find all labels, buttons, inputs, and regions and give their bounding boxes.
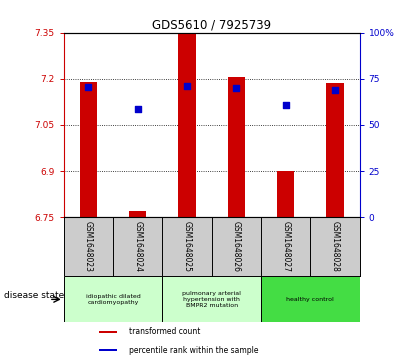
Text: percentile rank within the sample: percentile rank within the sample: [129, 346, 258, 355]
Bar: [80, 82, 97, 217]
Text: GSM1648023: GSM1648023: [84, 221, 93, 272]
Text: GSM1648027: GSM1648027: [281, 221, 290, 272]
Text: pulmonary arterial
hypertension with
BMPR2 mutation: pulmonary arterial hypertension with BMP…: [182, 291, 241, 308]
Bar: [64, 276, 162, 322]
Bar: [99, 331, 117, 333]
Title: GDS5610 / 7925739: GDS5610 / 7925739: [152, 19, 271, 32]
Text: healthy control: healthy control: [286, 297, 334, 302]
Point: [233, 85, 240, 91]
Bar: [228, 77, 245, 217]
Bar: [162, 276, 261, 322]
Bar: [178, 33, 196, 217]
Text: GSM1648026: GSM1648026: [232, 221, 241, 272]
Point: [282, 102, 289, 108]
Bar: [326, 83, 344, 217]
Bar: [129, 211, 146, 217]
Point: [85, 84, 92, 90]
Text: GSM1648025: GSM1648025: [182, 221, 192, 272]
Text: GSM1648024: GSM1648024: [133, 221, 142, 272]
Point: [184, 83, 190, 89]
Text: idiopathic dilated
cardiomyopathy: idiopathic dilated cardiomyopathy: [85, 294, 141, 305]
Point: [134, 106, 141, 111]
Text: disease state: disease state: [4, 291, 65, 300]
Text: transformed count: transformed count: [129, 327, 200, 336]
Text: GSM1648028: GSM1648028: [330, 221, 339, 272]
Point: [332, 87, 338, 93]
Bar: [99, 349, 117, 351]
Bar: [261, 276, 360, 322]
Bar: [277, 171, 294, 217]
